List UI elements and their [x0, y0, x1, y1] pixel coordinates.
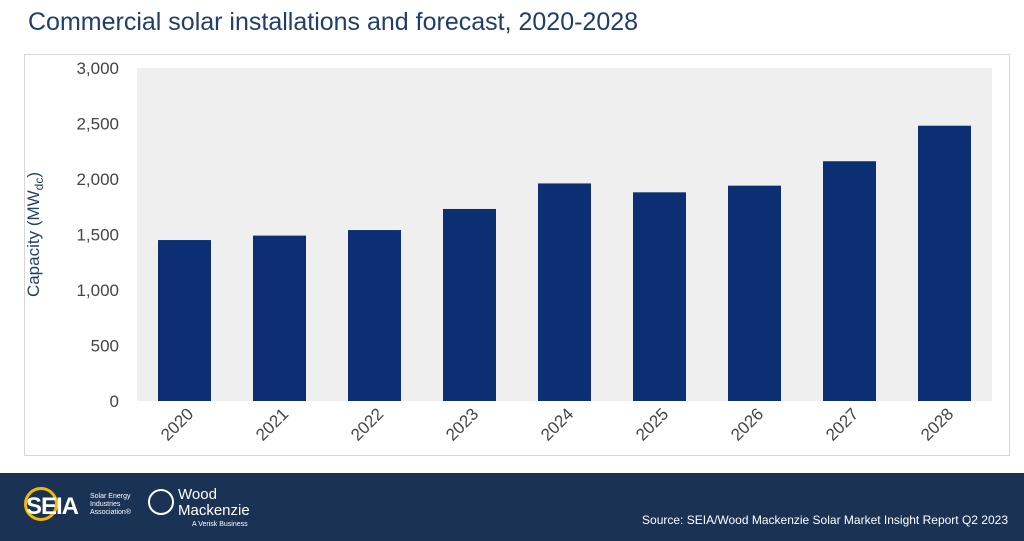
bar-2026 — [728, 185, 781, 401]
x-tick-label: 2023 — [442, 404, 482, 444]
footer: SEIA Solar Energy Industries Association… — [0, 473, 1024, 541]
y-tick-label: 3,000 — [76, 59, 119, 78]
y-axis-label: Capacity (MWdc) — [25, 172, 46, 297]
wood-mackenzie-logo: Wood Mackenzie A Verisk Business — [148, 485, 258, 531]
y-tick-label: 0 — [110, 392, 119, 411]
x-tick-label: 2028 — [917, 404, 957, 444]
seia-sun-icon — [24, 487, 58, 521]
bar-2025 — [633, 192, 686, 401]
y-tick-label: 500 — [91, 337, 119, 356]
y-tick-label: 1,500 — [76, 226, 119, 245]
bar-2024 — [538, 183, 591, 401]
y-tick-label: 2,500 — [76, 115, 119, 134]
y-tick-label: 1,000 — [76, 281, 119, 300]
wood-mackenzie-logo-subtext: A Verisk Business — [192, 521, 248, 528]
x-tick-label: 2027 — [822, 404, 862, 444]
seia-logo-text: SEIA — [26, 493, 79, 520]
x-tick-label: 2021 — [252, 404, 292, 444]
wood-mackenzie-logo-text: Wood Mackenzie — [178, 486, 250, 519]
bar-2021 — [253, 235, 306, 401]
bar-2028 — [918, 125, 971, 401]
chart-frame: 0 500 1,000 1,500 2,000 2,500 3,000 Capacity (M… — [24, 54, 1010, 456]
bar-chart: 0 500 1,000 1,500 2,000 2,500 3,000 Capacity (M… — [25, 59, 992, 445]
x-tick-label: 2026 — [727, 404, 767, 444]
page-title: Commercial solar installations and forec… — [28, 8, 639, 36]
wood-mackenzie-mark-icon — [148, 489, 174, 515]
bar-2023 — [443, 208, 496, 401]
bar-2022 — [348, 230, 401, 401]
x-tick-label: 2025 — [632, 404, 672, 444]
y-tick-label: 2,000 — [76, 170, 119, 189]
bar-2027 — [823, 161, 876, 401]
x-tick-label: 2020 — [157, 404, 197, 444]
source-text: Source: SEIA/Wood Mackenzie Solar Market… — [642, 513, 1008, 527]
bar-2020 — [158, 240, 211, 401]
seia-logo: SEIA Solar Energy Industries Association… — [18, 483, 136, 531]
seia-logo-subtext: Solar Energy Industries Association® — [90, 493, 131, 516]
x-tick-label: 2022 — [347, 404, 387, 444]
x-tick-label: 2024 — [537, 404, 577, 444]
